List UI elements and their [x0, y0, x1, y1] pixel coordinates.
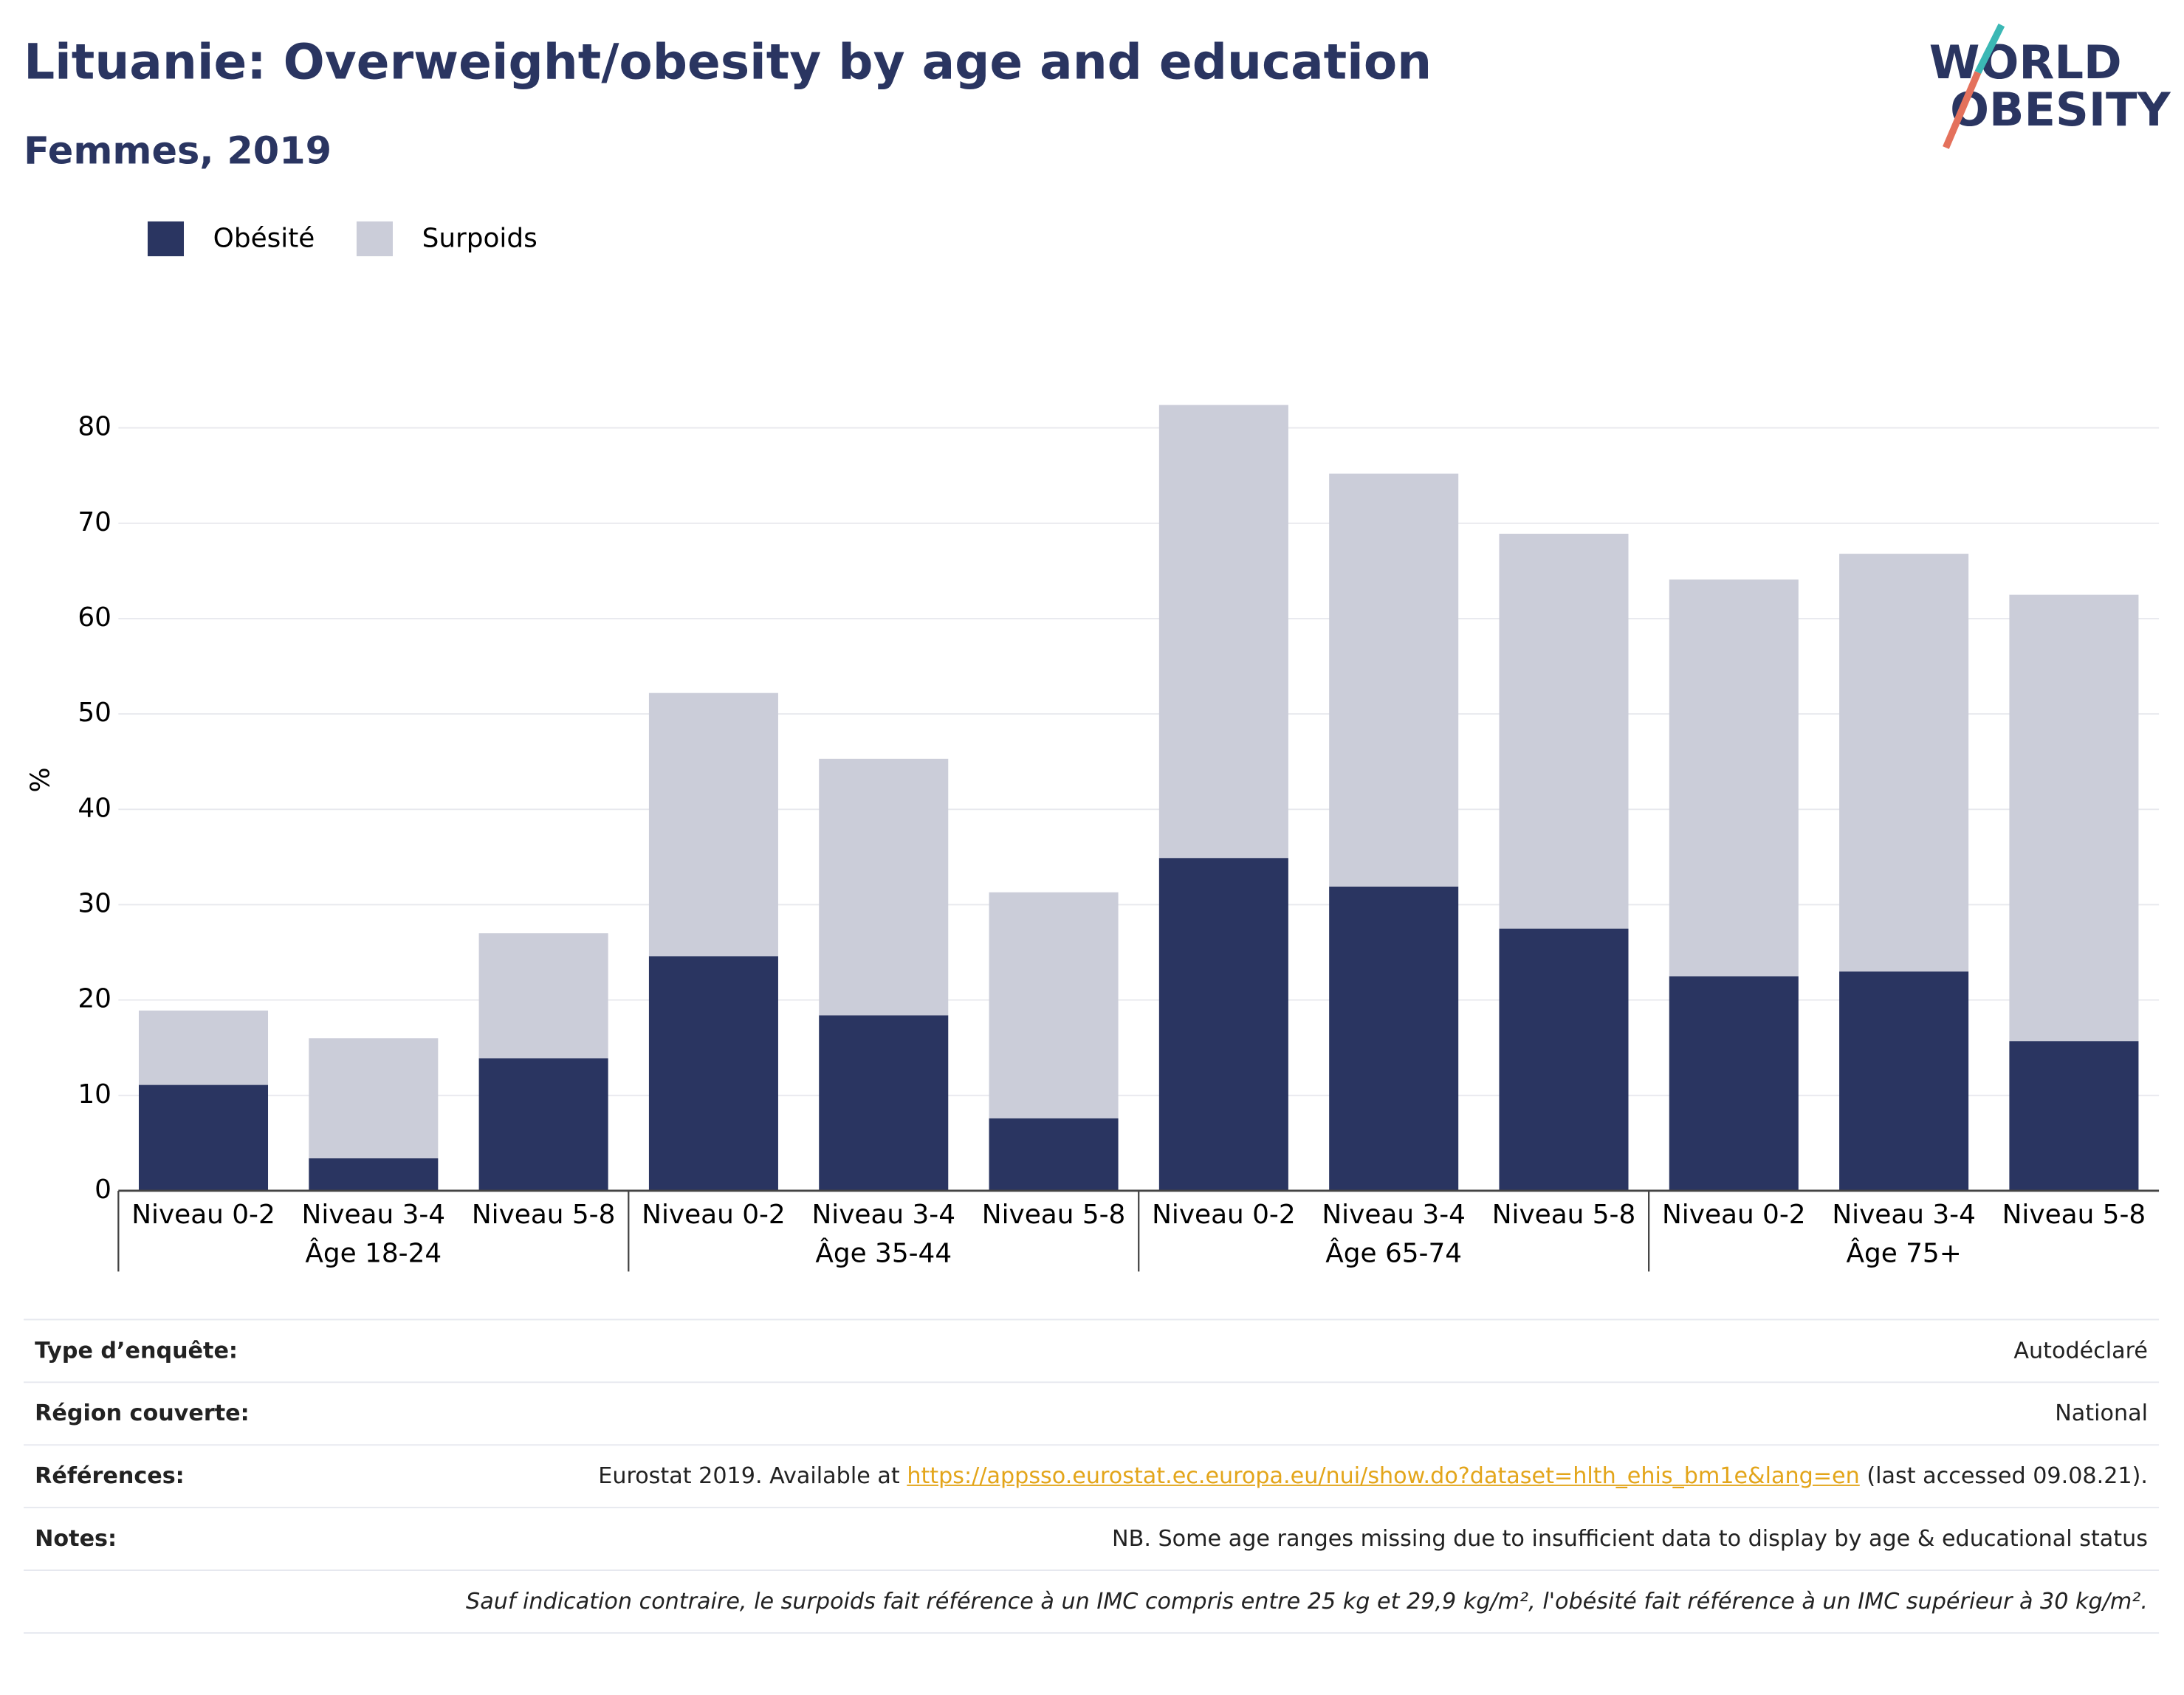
ref-text: (last accessed 09.08.21).	[1867, 1462, 2148, 1489]
bar-segment	[648, 956, 778, 1191]
bar-segment	[648, 692, 778, 957]
bar-segment	[1499, 533, 1629, 929]
definition: Sauf indication contraire, le surpoids f…	[466, 1587, 2148, 1615]
group-label: Âge 75+	[1846, 1238, 1961, 1269]
ref-link[interactable]: https://appsso.eurostat.ec.europa.eu/nui…	[907, 1462, 1860, 1489]
bar-segment	[1329, 886, 1459, 1191]
x-tick-label: Niveau 5-8	[982, 1200, 1126, 1230]
bar-segment	[1669, 976, 1799, 1191]
logo-text: OBESITY	[1950, 83, 2171, 137]
info-row: Région couverte: National	[24, 1383, 2160, 1446]
info-table: Type d’enquête: Autodéclaré Région couver…	[24, 1318, 2160, 1634]
group-label: Âge 18-24	[305, 1238, 442, 1269]
x-tick-label: Niveau 0-2	[1662, 1200, 1806, 1230]
bar-segment	[1158, 405, 1288, 859]
bar-segment	[2009, 1041, 2139, 1191]
x-tick-label: Niveau 3-4	[1832, 1200, 1976, 1230]
x-tick-label: Niveau 0-2	[642, 1200, 786, 1230]
legend-swatch	[147, 221, 185, 257]
info-row: Sauf indication contraire, le surpoids f…	[24, 1571, 2160, 1634]
bar-segment	[1839, 971, 1969, 1191]
chart: Lituanie: Overweight/obesity by age and …	[24, 23, 2171, 1272]
y-tick-label: 0	[95, 1175, 111, 1205]
bar-segment	[138, 1010, 269, 1085]
bar-segment	[1158, 858, 1288, 1191]
logo-slash	[1974, 23, 2005, 75]
bar-segment	[1669, 579, 1799, 977]
info-row: Notes: NB. Some age ranges missing due to…	[24, 1508, 2160, 1571]
y-tick-label: 80	[78, 412, 111, 442]
bar-segment	[309, 1158, 439, 1191]
x-tick-label: Niveau 5-8	[472, 1200, 616, 1230]
bar-segment	[819, 758, 949, 1016]
legend-label: Obésité	[213, 223, 315, 253]
y-axis-label: %	[26, 767, 56, 792]
bar-segment	[478, 933, 608, 1059]
info-row: Type d’enquête: Autodéclaré	[24, 1320, 2160, 1383]
x-tick-label: Niveau 5-8	[2002, 1200, 2146, 1230]
logo-slash	[1943, 71, 1982, 149]
x-tick-label: Niveau 3-4	[811, 1200, 955, 1230]
chart-title: Lituanie: Overweight/obesity by age and …	[24, 34, 1432, 91]
group-label: Âge 35-44	[815, 1238, 952, 1269]
info-row: Références: Eurostat 2019. Available at h…	[24, 1445, 2160, 1509]
group-label: Âge 65-74	[1325, 1238, 1462, 1269]
info-value: Eurostat 2019. Available at https://apps…	[313, 1462, 2148, 1491]
bar-segment	[138, 1084, 269, 1191]
bar-segment	[2009, 594, 2139, 1042]
y-tick-label: 40	[78, 793, 111, 823]
ref-text: Eurostat 2019. Available at	[598, 1462, 900, 1489]
bar-segment	[1329, 473, 1459, 887]
info-value: National	[2055, 1399, 2148, 1426]
bar-segment	[478, 1058, 608, 1191]
y-tick-label: 20	[78, 984, 111, 1014]
y-tick-label: 10	[78, 1079, 111, 1110]
info-label: Région couverte:	[35, 1399, 250, 1426]
y-tick-label: 60	[78, 602, 111, 633]
y-tick-label: 30	[78, 888, 111, 918]
x-tick-label: Niveau 0-2	[1152, 1200, 1296, 1230]
legend-label: Surpoids	[422, 223, 538, 253]
x-tick-label: Niveau 0-2	[131, 1200, 275, 1230]
logo-text: WORLD	[1929, 35, 2122, 89]
info-value: NB. Some age ranges missing due to insuf…	[1112, 1524, 2148, 1552]
y-tick-label: 70	[78, 507, 111, 537]
x-tick-label: Niveau 3-4	[1322, 1200, 1466, 1230]
bar-segment	[989, 892, 1119, 1118]
info-label: Notes:	[35, 1524, 117, 1552]
info-label: Références:	[35, 1462, 185, 1489]
chart-subtitle: Femmes, 2019	[24, 130, 332, 173]
bar-segment	[989, 1118, 1119, 1191]
x-tick-label: Niveau 3-4	[302, 1200, 446, 1230]
info-value: Autodéclaré	[2013, 1337, 2148, 1364]
legend-swatch	[356, 221, 393, 257]
bar-segment	[1839, 554, 1969, 972]
bar-segment	[1499, 928, 1629, 1191]
x-tick-label: Niveau 5-8	[1492, 1200, 1636, 1230]
bar-segment	[819, 1015, 949, 1191]
y-tick-label: 50	[78, 698, 111, 728]
bar-segment	[309, 1038, 439, 1159]
info-label: Type d’enquête:	[35, 1337, 238, 1364]
